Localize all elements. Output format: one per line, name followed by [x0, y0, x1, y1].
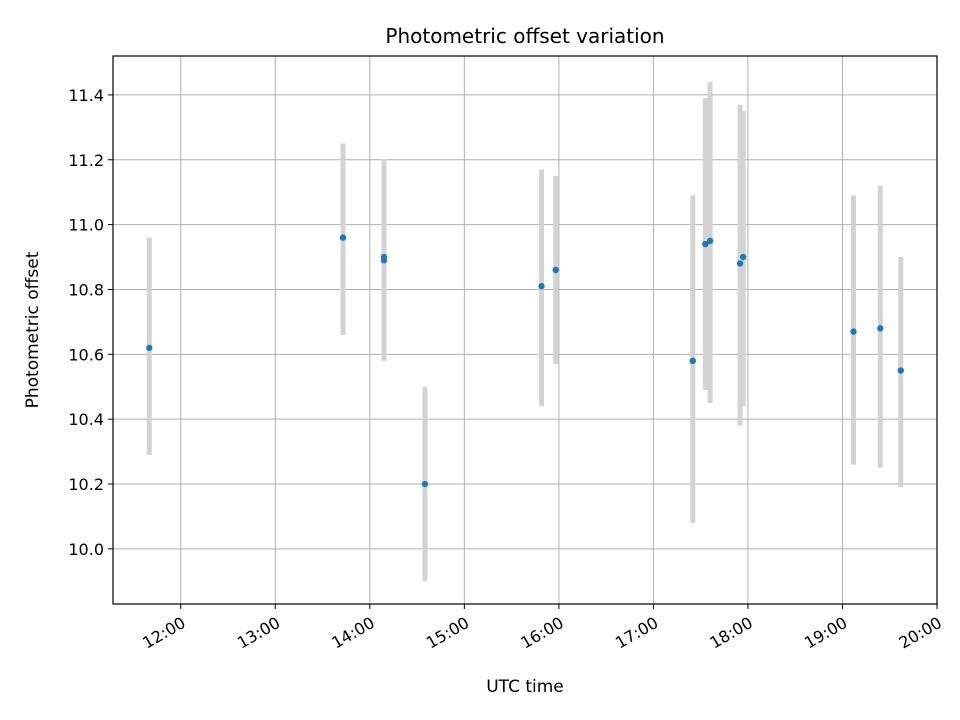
x-tick-label: 18:00	[707, 613, 756, 653]
x-tick-label: 13:00	[234, 613, 283, 653]
x-tick-label: 12:00	[139, 613, 188, 653]
data-point	[689, 357, 696, 365]
data-point	[552, 266, 559, 274]
data-point	[339, 234, 347, 241]
grid	[113, 56, 938, 604]
data-point	[380, 253, 388, 261]
data-point	[421, 480, 429, 488]
y-axis-label: Photometric offset	[23, 251, 43, 408]
x-tick-label: 16:00	[517, 613, 566, 653]
y-tick-label: 11.4	[68, 86, 104, 105]
y-tick-label: 10.8	[68, 280, 104, 299]
y-tick-label: 10.6	[68, 345, 104, 364]
chart-title: Photometric offset variation	[385, 24, 664, 48]
data-point	[702, 240, 709, 248]
data-point	[538, 283, 545, 290]
x-tick-label: 17:00	[612, 613, 661, 653]
plot-frame	[112, 55, 938, 605]
y-tick-label: 11.0	[68, 216, 104, 235]
data-point	[146, 344, 153, 352]
error-bars	[146, 81, 904, 582]
data-point	[877, 325, 884, 332]
axis-ticks: 12:00 13:00 14:00 15:00 16:00 17:00 18:00 19:00…	[68, 86, 945, 653]
x-tick-label: 15:00	[423, 613, 472, 653]
y-tick-label: 10.0	[68, 540, 104, 559]
x-axis-label: UTC time	[486, 677, 564, 697]
data-point	[897, 367, 904, 374]
x-tick-label: 19:00	[801, 613, 850, 653]
data-point	[706, 237, 714, 245]
y-tick-label: 10.4	[68, 410, 104, 429]
x-tick-label: 14:00	[328, 613, 377, 653]
y-tick-label: 10.2	[68, 475, 104, 494]
y-tick-label: 11.2	[68, 151, 104, 170]
data-points	[146, 234, 904, 488]
x-tick-label: 20:00	[896, 613, 945, 653]
data-point	[850, 328, 857, 335]
data-point	[740, 253, 747, 261]
data-point	[736, 260, 744, 267]
